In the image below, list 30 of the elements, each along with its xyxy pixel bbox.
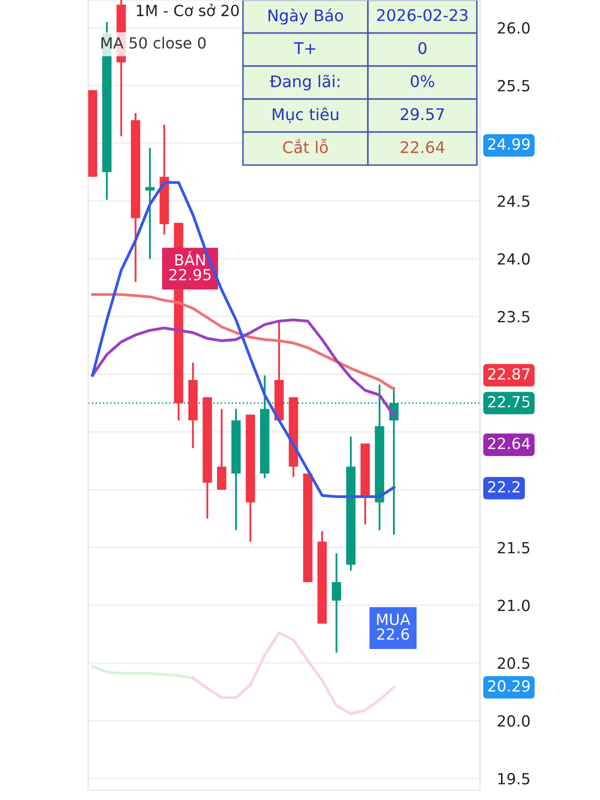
annotation: Đang lãi: — [270, 74, 340, 90]
y-tick-label: 25.5 — [498, 80, 530, 92]
text: 22.2 — [488, 481, 520, 492]
annotation: Ngày Báo — [268, 8, 344, 25]
ref-line-label: 22.75 — [488, 396, 530, 408]
text: 20.29 — [488, 680, 530, 692]
chart-title: 1M - Cơ sở 20 — [136, 4, 239, 16]
annotation: MA 50 close 0 — [101, 36, 206, 49]
text: 24.99 — [488, 138, 530, 150]
annotation: 22.64 — [400, 141, 444, 154]
y-tick-label: 19.5 — [498, 772, 530, 784]
annotation: T+ — [294, 42, 316, 54]
text: 22.87 — [488, 368, 530, 380]
y-tick-label: 21.0 — [498, 600, 530, 612]
y-tick-label: 23.5 — [498, 310, 530, 322]
text: 22.64 — [488, 438, 530, 450]
annotation: MUA 22.6 — [377, 614, 410, 640]
y-tick-label: 20.0 — [498, 715, 530, 727]
text: 0 — [418, 42, 426, 54]
annotation: 29.57 — [400, 108, 444, 120]
annotation: Mục tiêu — [272, 107, 338, 124]
annotation: BÁN 22.95 — [169, 251, 211, 280]
y-tick-label: 21.5 — [498, 542, 530, 554]
y-tick-label: 20.5 — [498, 657, 530, 669]
annotation: Cắt lỗ — [283, 138, 328, 154]
y-tick-label: 24.5 — [498, 195, 530, 207]
text: 0% — [410, 75, 434, 88]
y-tick-label: 24.0 — [498, 253, 530, 265]
annotation: 2026-02-23 — [377, 9, 468, 22]
y-tick-label: 26.0 — [498, 22, 530, 34]
